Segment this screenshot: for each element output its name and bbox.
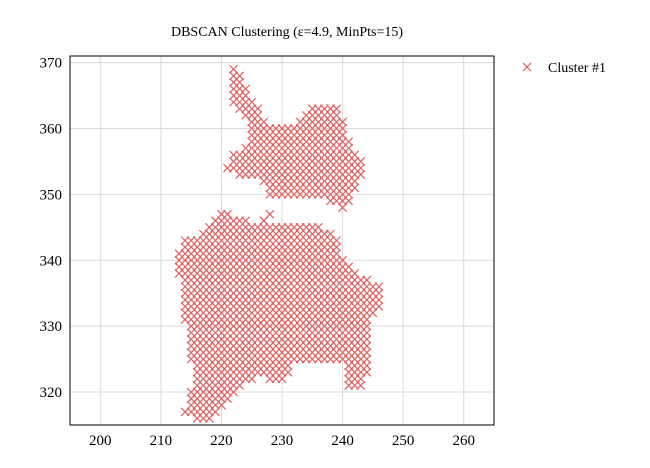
x-tick-label: 230	[271, 433, 294, 449]
cluster-point	[332, 236, 341, 245]
y-tick-label: 360	[40, 121, 63, 137]
cluster-point	[344, 196, 354, 206]
cluster-point	[356, 157, 366, 166]
y-tick-label: 330	[40, 319, 63, 335]
y-tick-label: 340	[40, 253, 63, 269]
cluster-point	[253, 104, 263, 114]
chart-title: DBSCAN Clustering (ε=4.9, MinPts=15)	[171, 25, 403, 40]
legend-x-icon	[522, 62, 532, 72]
cluster-points	[174, 64, 384, 423]
cluster-point	[374, 282, 384, 292]
y-tick-label: 320	[40, 385, 63, 401]
x-tick-label: 260	[452, 433, 475, 449]
cluster-point	[338, 117, 347, 127]
cluster-point	[338, 124, 347, 133]
cluster-point	[362, 354, 372, 364]
cluster-point	[332, 104, 341, 114]
cluster-point	[283, 367, 293, 377]
legend: Cluster #1	[522, 61, 606, 76]
y-axis-ticks: 320 330 340 350 360 370	[40, 56, 63, 401]
cluster-point	[362, 348, 372, 357]
cluster-point	[362, 328, 372, 338]
cluster-point	[350, 183, 360, 193]
cluster-point	[374, 301, 384, 311]
legend-label-cluster-1: Cluster #1	[548, 61, 606, 76]
y-tick-label: 350	[40, 187, 63, 203]
cluster-point	[374, 295, 384, 305]
cluster-point	[356, 163, 366, 173]
cluster-point	[241, 84, 251, 94]
cluster-point	[374, 288, 384, 298]
cluster-point	[362, 334, 372, 344]
cluster-point	[362, 341, 372, 351]
x-axis-ticks: 200 210 220 230 240 250 260	[89, 433, 475, 449]
cluster-point	[344, 137, 354, 147]
cluster-point	[362, 367, 372, 377]
cluster-point	[265, 209, 275, 219]
cluster-point	[332, 242, 341, 252]
cluster-point	[362, 361, 372, 371]
x-tick-label: 240	[331, 433, 354, 449]
x-tick-label: 200	[89, 433, 112, 449]
legend-marker-cluster-1	[522, 62, 532, 72]
x-tick-label: 220	[210, 433, 233, 449]
grid-lines	[70, 56, 494, 425]
cluster-point	[362, 321, 372, 331]
x-tick-label: 210	[150, 433, 173, 449]
cluster-point	[235, 71, 245, 81]
cluster-point	[356, 170, 366, 180]
x-tick-label: 250	[392, 433, 415, 449]
plot-frame	[69, 55, 495, 426]
cluster-point	[356, 381, 366, 390]
y-tick-label: 370	[40, 56, 63, 72]
